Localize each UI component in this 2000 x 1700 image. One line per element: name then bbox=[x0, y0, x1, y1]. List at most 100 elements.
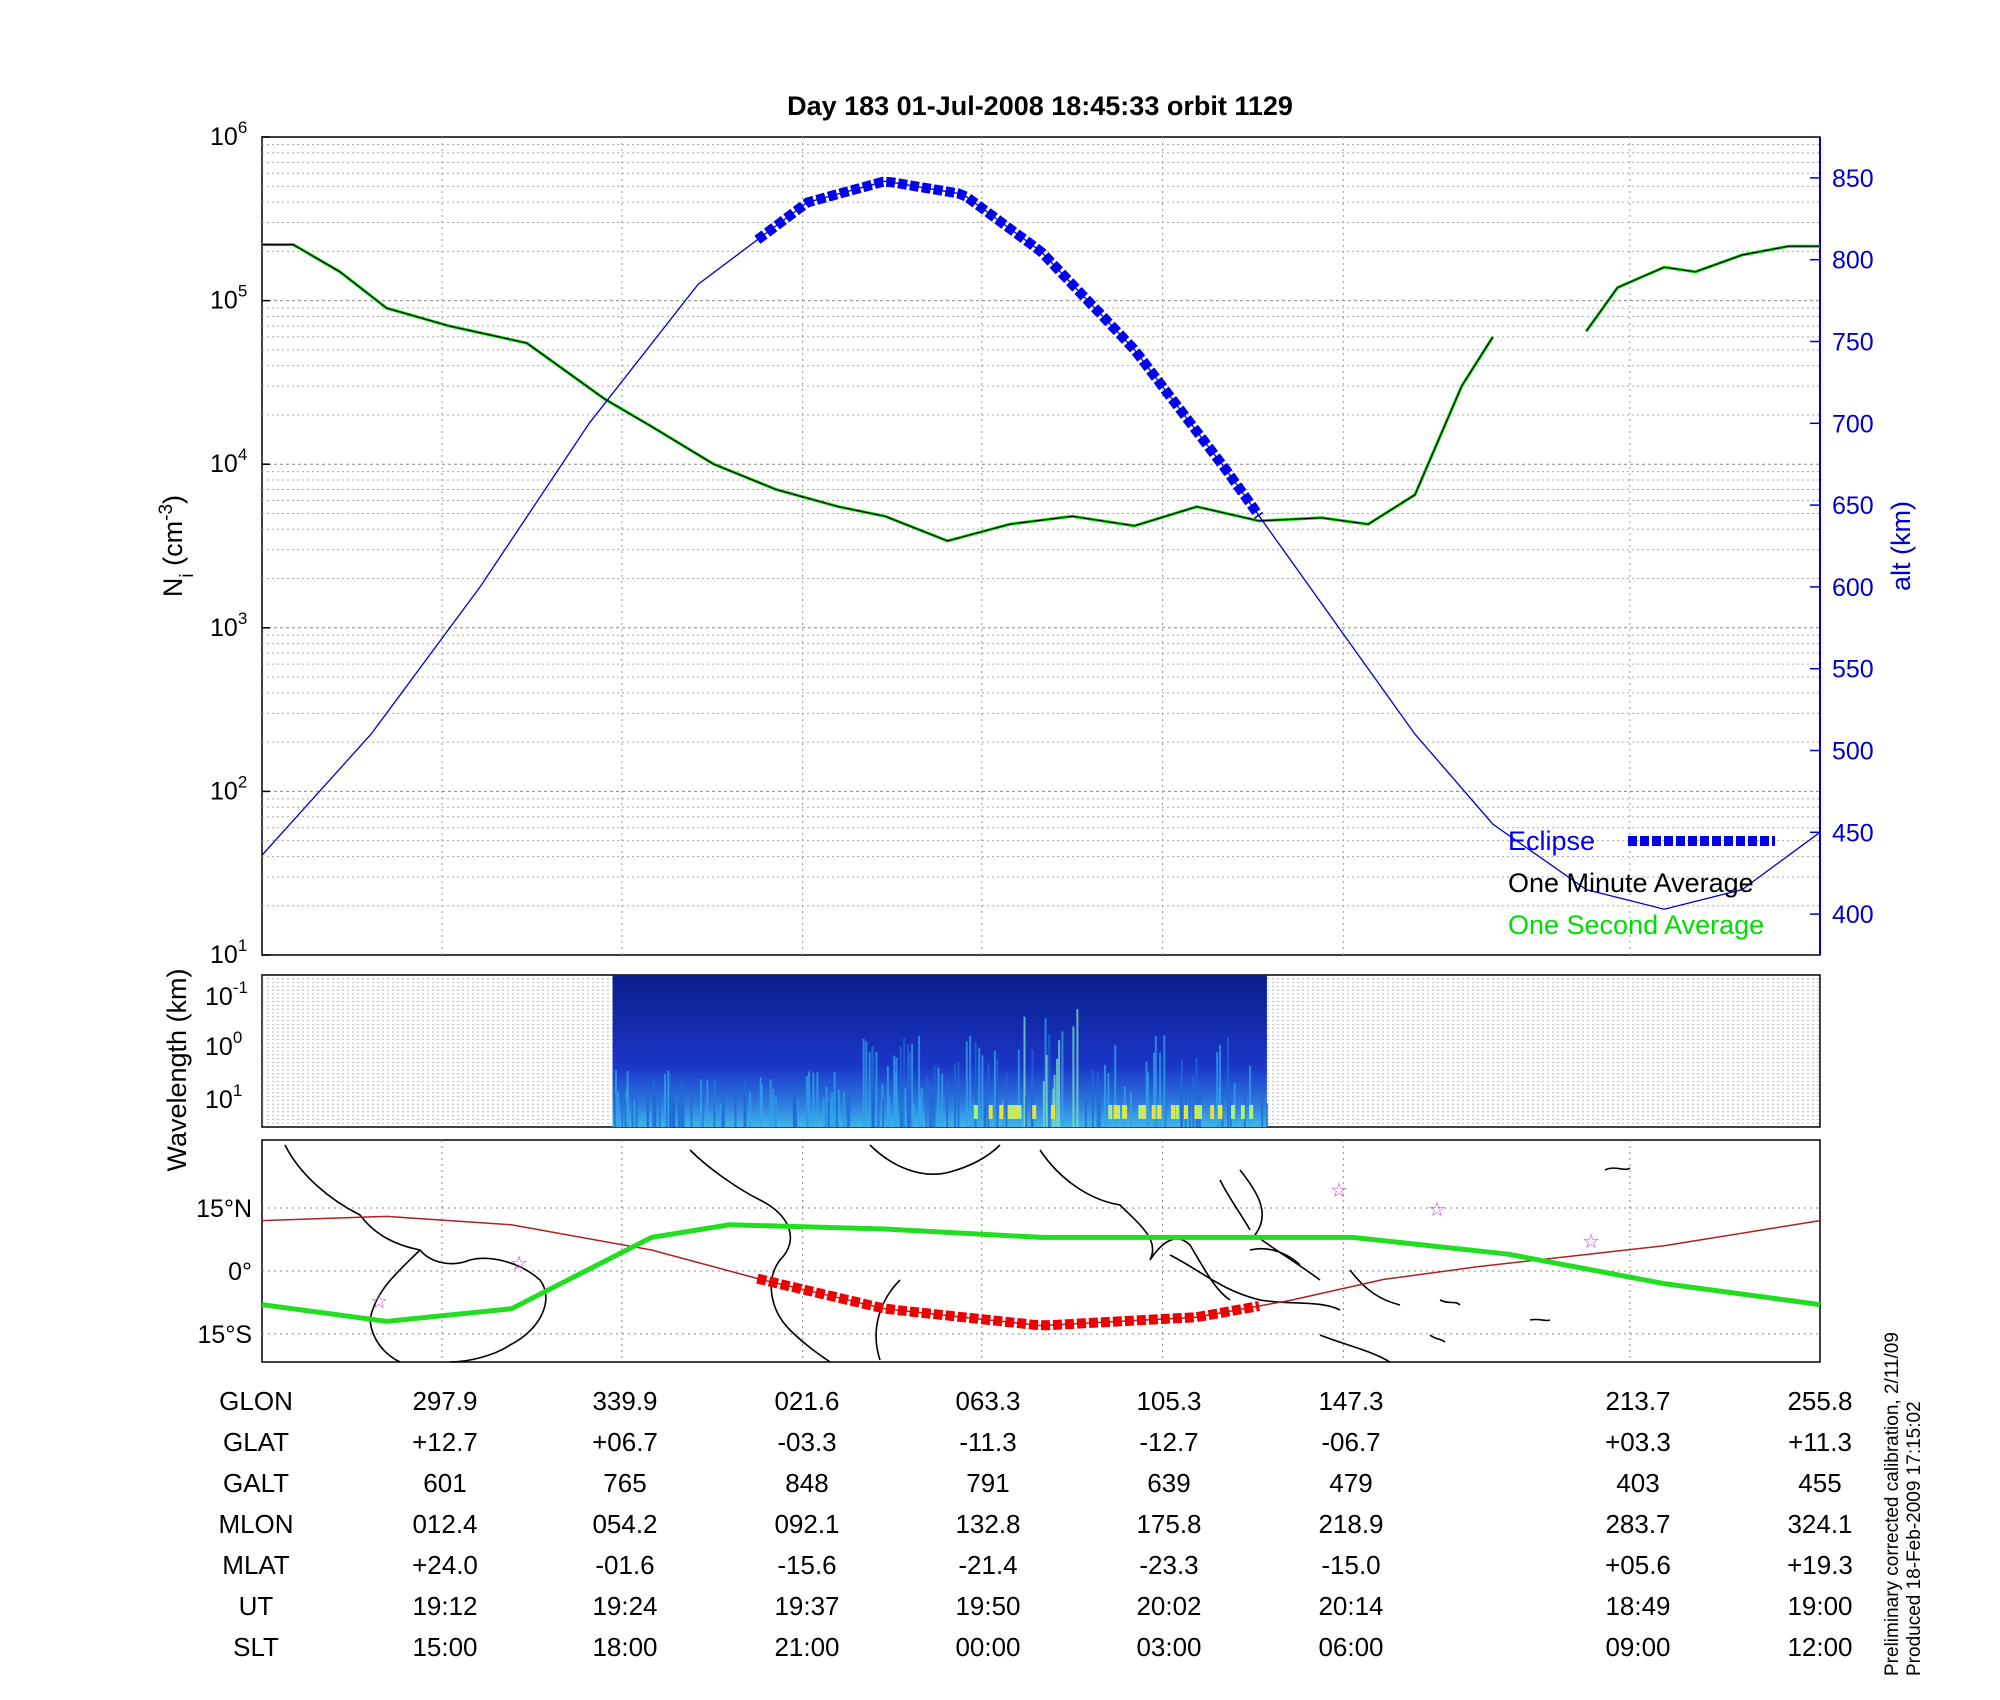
spectrogram-burst bbox=[882, 1098, 885, 1127]
spectrogram-burst bbox=[1229, 1098, 1232, 1127]
star-marker-3: ☆ bbox=[1330, 1180, 1348, 1202]
table-row-label: GLAT bbox=[223, 1427, 289, 1457]
spectrogram-burst bbox=[846, 1096, 849, 1127]
spectrogram-burst bbox=[993, 1050, 996, 1127]
spectrogram-burst bbox=[941, 1073, 944, 1127]
spectrogram-burst bbox=[1005, 1073, 1008, 1127]
table-cell: 639 bbox=[1147, 1468, 1190, 1498]
ion-density-tick-label: 102 bbox=[210, 772, 247, 805]
spectrogram-burst bbox=[868, 1052, 871, 1127]
table-cell: 765 bbox=[603, 1468, 646, 1498]
table-cell: 19:24 bbox=[592, 1591, 657, 1621]
spectrogram-burst bbox=[626, 1071, 629, 1127]
ion-density-y-ticks: 101 102 103 104 105 106 bbox=[210, 118, 270, 969]
star-marker-1: ☆ bbox=[370, 1291, 388, 1313]
spectrogram-burst bbox=[624, 1097, 627, 1127]
spectrogram-hotspot bbox=[1210, 1105, 1215, 1119]
ion-density-ylabel: Ni (cm-3) bbox=[156, 495, 198, 597]
table-cell: 19:37 bbox=[774, 1591, 839, 1621]
map-y-ticks: 15°N 0° 15°S bbox=[196, 1195, 252, 1349]
spectrogram-hotspot bbox=[1194, 1105, 1199, 1119]
spectrogram-burst bbox=[981, 1055, 984, 1127]
spectrogram-burst bbox=[1042, 1081, 1045, 1127]
map-tick-label: 15°N bbox=[196, 1195, 252, 1223]
map-tick-label: 15°S bbox=[198, 1321, 252, 1349]
spectrogram-burst bbox=[972, 1103, 975, 1127]
spectrogram-burst bbox=[1107, 1073, 1110, 1127]
table-row-label: GLON bbox=[219, 1386, 293, 1416]
spectrogram-burst bbox=[1249, 1065, 1252, 1127]
table-cell: +06.7 bbox=[592, 1427, 658, 1457]
table-cell: 479 bbox=[1329, 1468, 1372, 1498]
spectrogram-burst bbox=[713, 1080, 716, 1127]
eclipse-line bbox=[754, 176, 1264, 519]
spectrogram-burst bbox=[931, 1092, 934, 1127]
spectrogram-burst bbox=[946, 1081, 949, 1127]
spectrogram-burst bbox=[1096, 1072, 1099, 1127]
table-cell: 147.3 bbox=[1318, 1386, 1383, 1416]
spectrogram-burst bbox=[1056, 1058, 1059, 1127]
spectrogram-burst bbox=[1192, 1075, 1195, 1127]
table-cell: -03.3 bbox=[777, 1427, 836, 1457]
table-cell: 255.8 bbox=[1787, 1386, 1852, 1416]
map-markers: ☆ ☆ ☆ ☆ ☆ bbox=[370, 1180, 1600, 1313]
table-cell: -15.0 bbox=[1321, 1550, 1380, 1580]
table-cell: 00:00 bbox=[955, 1632, 1020, 1662]
table-cell: 19:12 bbox=[412, 1591, 477, 1621]
spectrogram-burst bbox=[667, 1070, 670, 1127]
table-cell: 15:00 bbox=[412, 1632, 477, 1662]
spectrogram-hotspot bbox=[1017, 1105, 1022, 1119]
spectrogram-burst bbox=[706, 1080, 709, 1127]
one-minute-average-line bbox=[262, 244, 1494, 542]
spectrogram-burst bbox=[830, 1092, 833, 1127]
spectrogram-burst bbox=[1130, 1092, 1132, 1127]
table-cell: 848 bbox=[785, 1468, 828, 1498]
table-cell: 20:14 bbox=[1318, 1591, 1383, 1621]
spectrogram-burst bbox=[862, 1038, 865, 1127]
spectrogram-burst bbox=[919, 1095, 922, 1127]
altitude-tick-label: 700 bbox=[1832, 410, 1874, 438]
spectrogram-hotspot bbox=[988, 1105, 993, 1119]
table-cell: -11.3 bbox=[959, 1427, 1016, 1457]
spectrogram-burst bbox=[808, 1071, 810, 1127]
table-cell: 06:00 bbox=[1318, 1632, 1383, 1662]
table-cell: 021.6 bbox=[774, 1386, 839, 1416]
spectrogram-burst bbox=[1181, 1058, 1183, 1127]
table-cell: -15.6 bbox=[777, 1550, 836, 1580]
spectrogram-tick-label: 100 bbox=[205, 1028, 242, 1061]
spectrogram-burst bbox=[928, 1082, 931, 1127]
spectrogram-burst bbox=[1159, 1052, 1162, 1127]
spectrogram-hotspot bbox=[1010, 1105, 1015, 1119]
spectrogram-burst bbox=[720, 1104, 723, 1127]
spectrogram-burst bbox=[987, 1063, 990, 1127]
spectrogram-burst bbox=[1023, 1016, 1026, 1127]
spectrogram-hotspot bbox=[1142, 1105, 1147, 1119]
table-cell: 092.1 bbox=[774, 1509, 839, 1539]
spectrogram-hotspot bbox=[1171, 1105, 1175, 1119]
altitude-ylabel: alt (km) bbox=[1886, 501, 1916, 591]
spectrogram-burst bbox=[929, 1086, 932, 1127]
table-cell: +03.3 bbox=[1605, 1427, 1671, 1457]
spectrogram-burst bbox=[904, 1088, 907, 1127]
spectrogram-burst bbox=[911, 1043, 914, 1127]
star-marker-2: ☆ bbox=[510, 1253, 528, 1275]
spectrogram-burst bbox=[825, 1086, 828, 1127]
table-cell: 339.9 bbox=[592, 1386, 657, 1416]
altitude-tick-label: 800 bbox=[1832, 247, 1874, 275]
altitude-tick-label: 450 bbox=[1832, 819, 1874, 847]
spectrogram-burst bbox=[615, 1070, 617, 1127]
spectrogram-burst bbox=[700, 1103, 703, 1127]
spectrogram-y-ticks: 10-1 100 101 bbox=[205, 978, 248, 1114]
spectrogram-burst bbox=[1163, 1035, 1166, 1127]
ion-density-grid bbox=[262, 137, 1820, 955]
table-cell: +12.7 bbox=[412, 1427, 478, 1457]
table-cell: 455 bbox=[1798, 1468, 1841, 1498]
spectrogram-burst bbox=[954, 1064, 957, 1127]
spectrogram-burst bbox=[795, 1092, 798, 1127]
table-cell: 283.7 bbox=[1605, 1509, 1670, 1539]
spectrogram-burst bbox=[920, 1087, 923, 1127]
table-cell: 105.3 bbox=[1136, 1386, 1201, 1416]
map-grid bbox=[262, 1140, 1820, 1362]
spectrogram-burst bbox=[996, 1058, 999, 1127]
spectrogram-hotspot bbox=[1157, 1105, 1162, 1119]
